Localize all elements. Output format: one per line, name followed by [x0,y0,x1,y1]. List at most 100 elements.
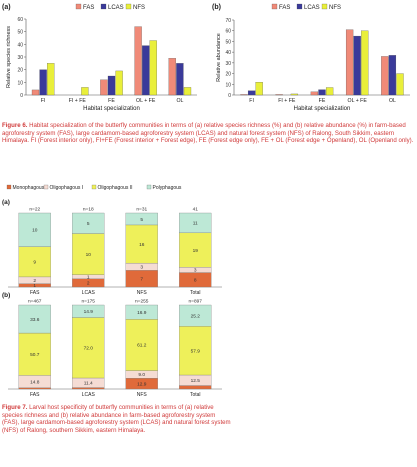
f6a-bar-nfs-4 [183,87,192,96]
f7b-seg-oligophagous-ii-3 [179,326,212,376]
f7a-seg-label-polyphagous-3: 11 [193,221,198,227]
f6b-ytick-label-50: 50 [225,39,231,45]
f7a-seg-label-oligophagous-ii-3: 19 [193,248,199,254]
f6a-bar-fas-3 [134,26,142,96]
f7b-seg-monophagous-3 [179,385,212,390]
figure6-caption-text: Habitat specialization of the butterfly … [2,122,414,144]
f7a-seg-label-oligophagous-ii-1: 10 [86,252,92,258]
f6a-panel-label: (a) [2,4,11,11]
f7b-category-label-2: NFS [137,392,148,398]
f6b-bar-lcas-3 [353,35,361,96]
f7b-seg-label-oligophagous-i-3: 12.5 [191,378,201,384]
f6b-bar-nfs-1 [290,93,299,96]
f6a-bar-nfs-1 [81,87,89,96]
f6b-ytick-label-60: 60 [225,29,231,35]
f6b-bar-nfs-4 [396,73,404,96]
f7a-seg-oligophagous-ii-0 [18,246,51,278]
f6a-ytick-label-20: 20 [17,68,23,74]
f7-legend-swatch-polyphagous [146,184,152,190]
f6a-ytick-label-40: 40 [17,42,23,48]
f6a-ytick-label-30: 30 [17,55,23,61]
f6a-ylabel: Relative species richness [6,26,12,88]
f7b-seg-label-polyphagous-3: 25.2 [191,313,201,319]
f6b-xtick-label-1: FI + FE [278,98,296,104]
f7a-seg-polyphagous-0 [18,212,51,247]
f7a-n-label-1: n=18 [83,207,94,213]
f7b-category-label-1: LCAS [82,392,96,398]
f7a-seg-polyphagous-3 [179,212,212,234]
f7a-n-label-2: n=31 [136,207,147,213]
f6b-bar-fas-1 [275,94,283,96]
f7-legend-swatch-oligophagous-i [43,184,49,190]
f6b-ytick-label-40: 40 [225,50,231,56]
f7b-seg-label-polyphagous-0: 33.6 [30,317,40,323]
figure6-caption: Figure 6. Habitat specialization of the … [2,122,415,145]
figure7-caption: Figure 7. Larval host specificity of but… [2,404,232,434]
f6a-legend-label-fas: FAS [83,5,94,11]
f6b-xtick-label-0: FI [249,98,254,104]
f7-legend-label-monophagous: Monophagous [13,185,45,191]
f6a-xtick-label-1: FI + FE [69,98,87,104]
f6b-bar-nfs-3 [361,30,369,96]
f6a-bar-lcas-0 [39,69,47,96]
f7b-seg-polyphagous-3 [179,304,212,327]
f6a-ytick-label-0: 0 [20,93,23,99]
f7a-seg-label-oligophagous-i-3: 3 [194,268,197,274]
f6a-xtick-label-2: FE [108,98,115,104]
f6b-ytick-label-30: 30 [225,61,231,67]
f7a-panel-label: (a) [2,199,10,206]
f7b-seg-oligophagous-ii-1 [72,317,105,379]
f6a-bar-fas-0 [31,89,40,96]
f7a-seg-label-monophagous-3: 8 [194,278,197,284]
f7-legend-label-oligophagous-i: Oligophagous I [50,185,84,191]
f7b-seg-monophagous-1 [72,387,105,390]
f7a-seg-label-oligophagous-ii-0: 9 [33,260,36,266]
f6b-legend-swatch-lcas [296,3,303,10]
figure6-caption-label: Figure 6. [2,122,28,129]
f6a-xtick-label-3: OL + FE [136,98,156,104]
f7b-n-label-0: n=467 [28,299,42,305]
f7b-panel-label: (b) [2,292,10,299]
f7b-seg-label-oligophagous-i-2: 9.0 [138,372,145,378]
f7a-seg-label-polyphagous-2: 5 [140,217,143,223]
figure7-caption-text: Larval host specificity of butterfly com… [2,404,231,434]
f6b-xtick-label-4: OL [389,98,396,104]
f6a-ytick-label-50: 50 [17,30,23,36]
f7a-n-label-0: n=22 [29,207,40,213]
f7a-seg-oligophagous-ii-2 [125,224,158,264]
f7b-seg-label-polyphagous-2: 16.9 [137,310,147,316]
f7a-seg-label-oligophagous-i-2: 3 [140,265,143,271]
f6b-bar-nfs-0 [255,82,263,96]
f7a-category-label-2: NFS [137,290,148,296]
f7a-seg-label-oligophagous-i-1: 1 [87,275,90,281]
f6a-xtick-label-4: OL [176,98,183,104]
f7b-seg-label-oligophagous-ii-3: 57.9 [191,348,201,354]
f7b-seg-label-polyphagous-1: 14.9 [84,309,94,315]
f7a-seg-label-monophagous-1: 2 [87,281,90,287]
f7b-seg-label-oligophagous-i-0: 14.8 [30,379,40,385]
f7a-seg-polyphagous-1 [72,212,105,234]
f7a-n-label-3: 41 [193,207,199,213]
f6a-legend-label-lcas: LCAS [108,5,124,11]
f7-legend-label-oligophagous-ii: Oligophagous II [98,185,133,191]
f7b-seg-label-oligophagous-ii-0: 50.7 [30,352,40,358]
f6a-xlabel: Habitat specialization [83,106,140,112]
f7b-seg-polyphagous-0 [18,304,51,334]
f6b-bar-fas-4 [381,56,389,96]
f6a-legend-swatch-lcas [100,3,107,10]
f7a-category-label-3: Total [190,290,201,296]
f6b-ytick-label-0: 0 [228,93,231,99]
f6b-xtick-label-2: FE [319,98,326,104]
f6b-legend-swatch-fas [271,3,278,10]
f7b-seg-label-oligophagous-i-1: 11.4 [84,381,93,387]
f7a-category-label-1: LCAS [82,290,96,296]
f7b-seg-monophagous-0 [18,387,51,390]
f6b-xtick-label-3: OL + FE [348,98,368,104]
f7a-seg-oligophagous-ii-3 [179,232,212,268]
f7b-seg-oligophagous-ii-0 [18,332,51,376]
f6a-legend-label-nfs: NFS [133,5,145,11]
f6a-bar-lcas-3 [142,45,150,96]
f7a-seg-label-monophagous-0: 1 [33,283,36,289]
f6a-bar-nfs-0 [47,63,55,96]
